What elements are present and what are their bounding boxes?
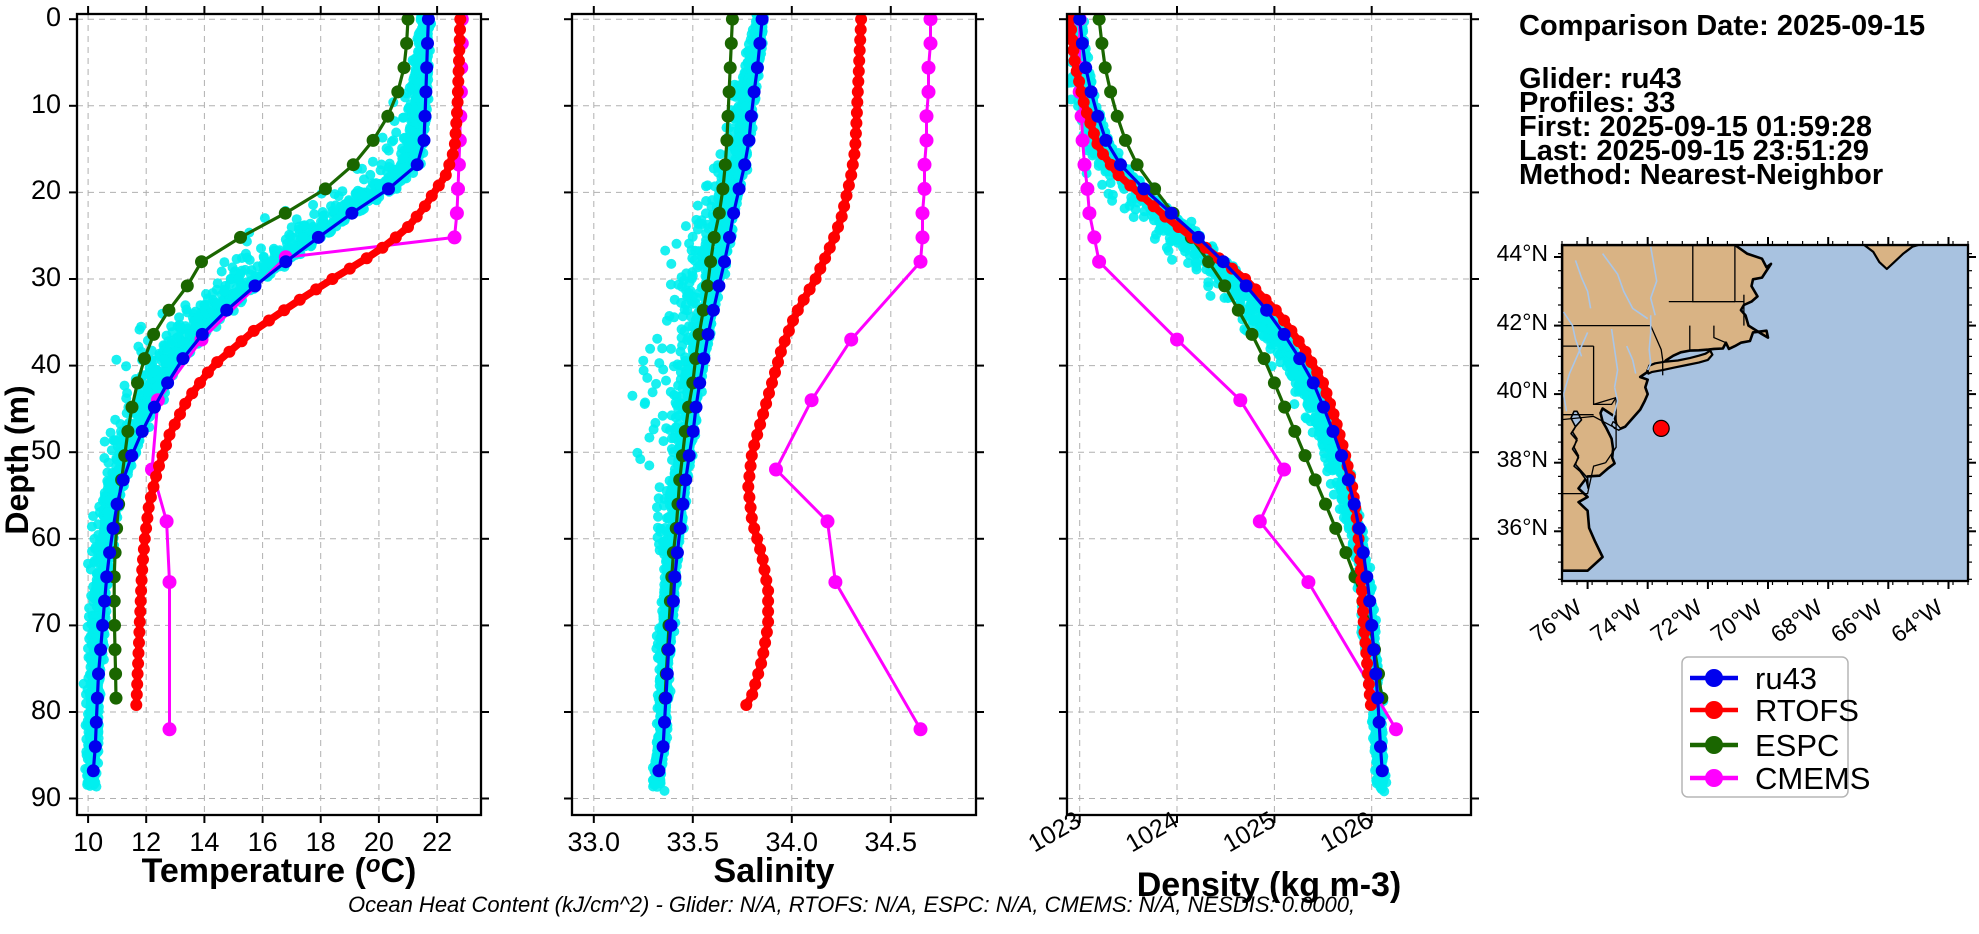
svg-text:68°W: 68°W xyxy=(1766,594,1827,648)
svg-text:1025: 1025 xyxy=(1218,806,1280,858)
svg-text:1024: 1024 xyxy=(1121,806,1183,858)
svg-text:76°W: 76°W xyxy=(1525,594,1586,648)
svg-text:74°W: 74°W xyxy=(1585,594,1646,648)
svg-text:64°W: 64°W xyxy=(1886,594,1947,648)
svg-text:72°W: 72°W xyxy=(1646,594,1707,648)
svg-text:66°W: 66°W xyxy=(1826,594,1887,648)
svg-text:70°W: 70°W xyxy=(1706,594,1767,648)
svg-text:1026: 1026 xyxy=(1316,806,1378,858)
svg-text:1023: 1023 xyxy=(1024,806,1086,858)
